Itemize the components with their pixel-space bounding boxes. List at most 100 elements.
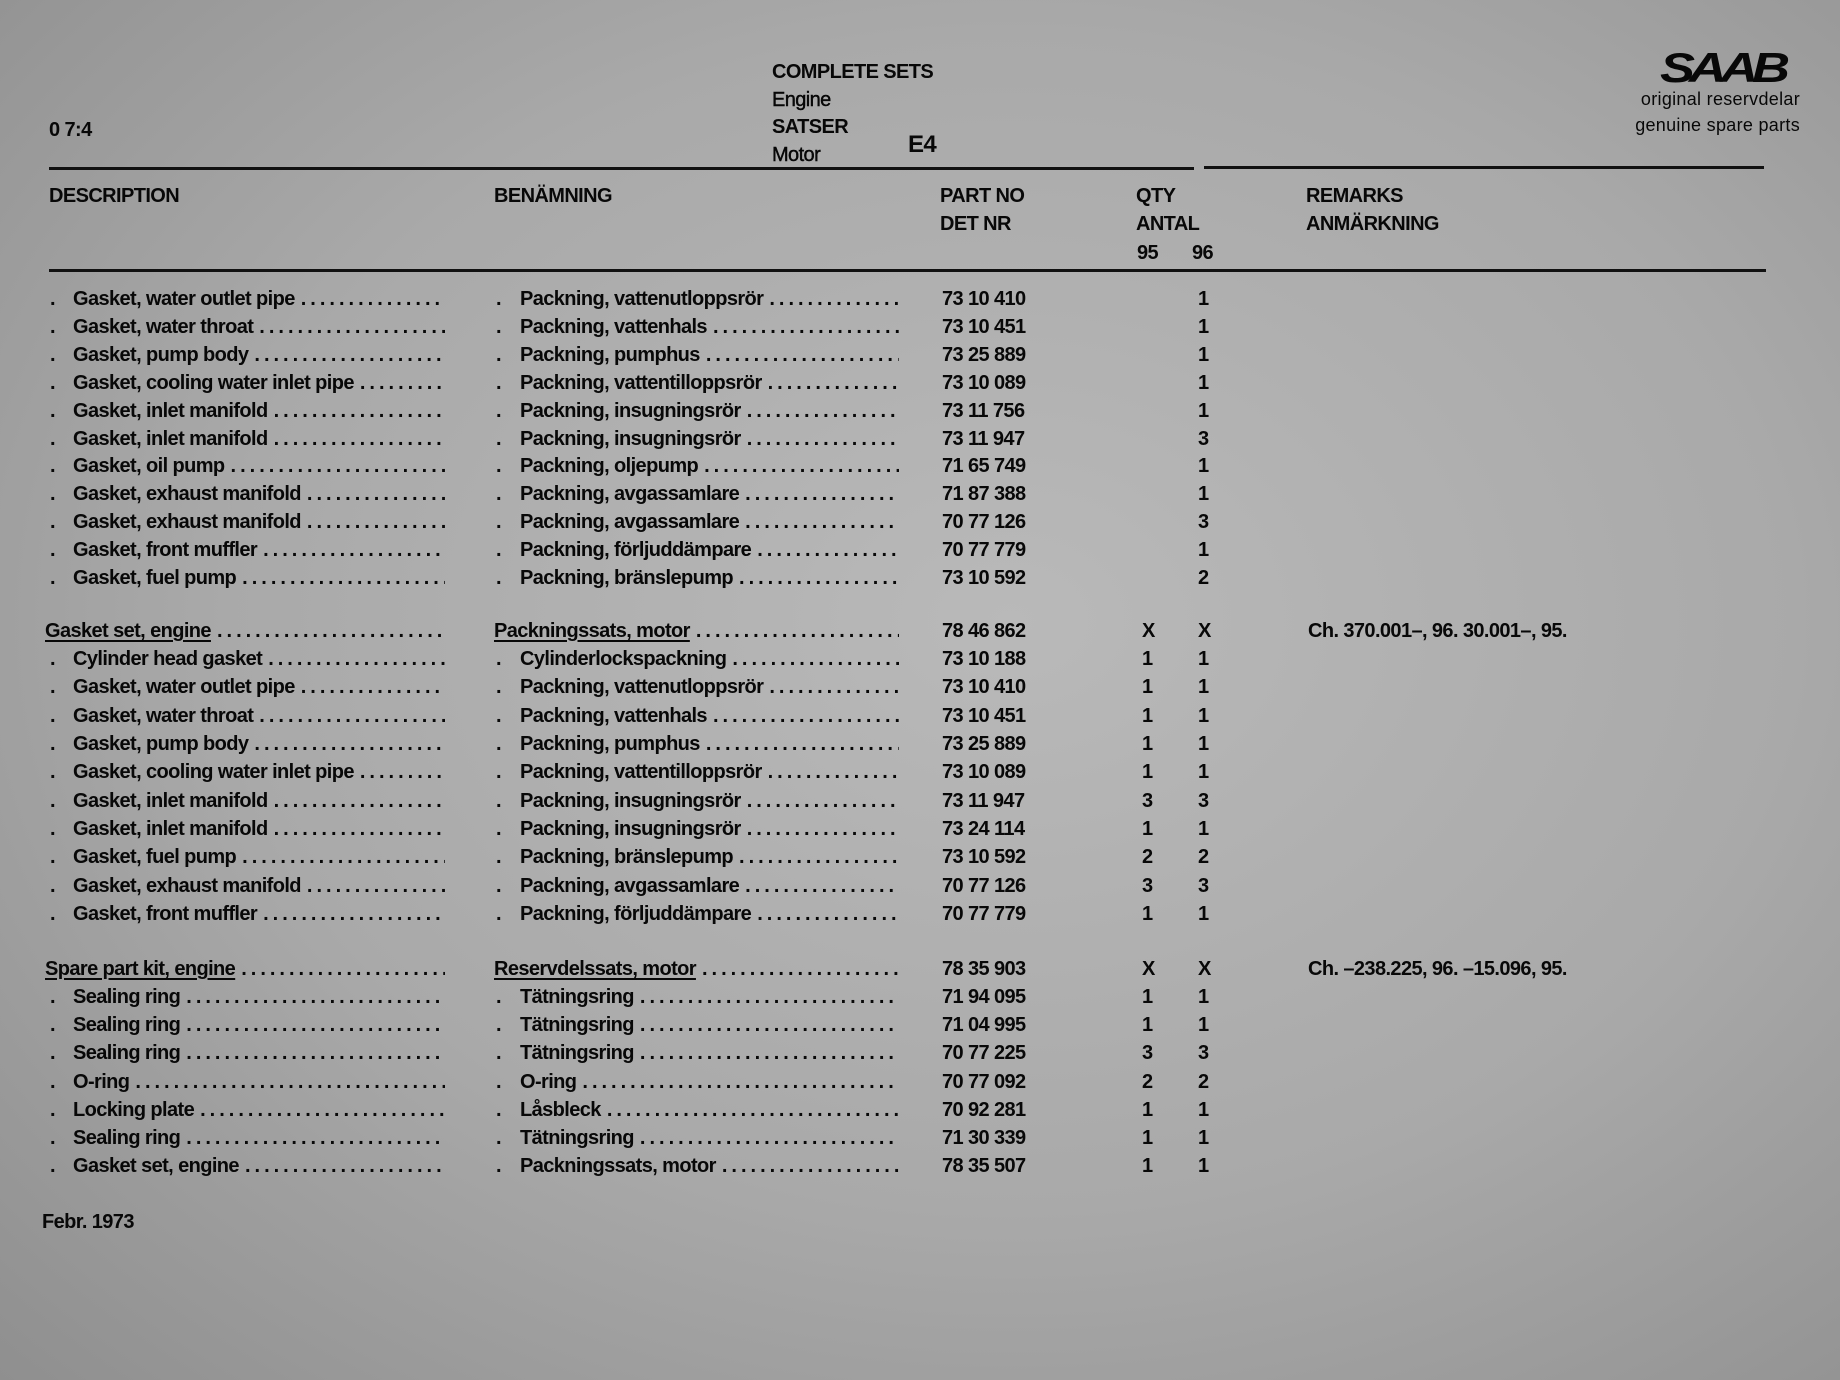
qty-96: 3 — [1198, 428, 1209, 450]
qty-95: 2 — [1142, 846, 1153, 868]
leader-cell: Sealing ring............................… — [73, 1042, 445, 1065]
item-name: Packning, vattenhals — [520, 316, 708, 338]
item-name: Gasket, water throat — [73, 705, 254, 727]
part-number: 70 77 092 — [942, 1071, 1026, 1093]
qty-96: 3 — [1198, 875, 1209, 897]
item-name: O-ring — [73, 1071, 130, 1093]
leader-cell: Gasket, pump body.......................… — [73, 344, 445, 367]
dot-leader: .................................... — [254, 344, 445, 366]
item-name: Packning, vattenutloppsrör — [520, 288, 764, 310]
dot-leader: .................................... — [242, 567, 445, 589]
bullet-icon: . — [50, 567, 56, 589]
dot-leader: .................................... — [746, 428, 899, 450]
bullet-icon: . — [50, 761, 56, 783]
dot-leader: .................................... — [705, 344, 899, 366]
leader-cell: Reservdelssats, motor...................… — [494, 958, 899, 981]
bullet-icon: . — [496, 1042, 502, 1064]
bullet-icon: . — [50, 344, 56, 366]
qty-95: 1 — [1142, 705, 1153, 727]
qty-95: 3 — [1142, 1042, 1153, 1064]
leader-cell: Packning, avgassamlare..................… — [520, 875, 899, 898]
bullet-icon: . — [50, 511, 56, 533]
dot-leader: .................................... — [268, 648, 445, 670]
table-row: . Cylinder head gasket...................… — [0, 648, 1840, 676]
part-number: 71 94 095 — [942, 986, 1026, 1008]
part-number: 73 11 947 — [942, 790, 1025, 812]
leader-cell: Cylinder head gasket....................… — [73, 648, 445, 671]
dot-leader: .................................... — [200, 1099, 445, 1121]
bullet-icon: . — [50, 455, 56, 477]
part-number: 70 77 779 — [942, 903, 1026, 925]
qty-96: 2 — [1198, 1071, 1209, 1093]
part-number: 71 04 995 — [942, 1014, 1026, 1036]
bullet-icon: . — [496, 483, 502, 505]
leader-cell: Låsbleck................................… — [520, 1099, 899, 1122]
dot-leader: .................................... — [745, 483, 899, 505]
part-number: 73 25 889 — [942, 733, 1026, 755]
dot-leader: .................................... — [712, 316, 899, 338]
item-name: Gasket, cooling water inlet pipe — [73, 372, 354, 394]
bullet-icon: . — [496, 567, 502, 589]
leader-cell: Gasket, fuel pump.......................… — [73, 567, 445, 590]
leader-cell: Packning, vattentilloppsrör.............… — [520, 761, 899, 784]
item-name: Gasket set, engine — [73, 1155, 240, 1177]
leader-cell: Gasket set, engine......................… — [45, 620, 445, 643]
leader-cell: Packning, avgassamlare..................… — [520, 511, 899, 534]
qty-96: 1 — [1198, 648, 1209, 670]
item-name: Gasket, fuel pump — [73, 846, 237, 868]
qty-96: 1 — [1198, 483, 1209, 505]
part-number: 73 10 592 — [942, 567, 1026, 589]
col-benamning: BENÄMNING — [494, 185, 613, 207]
item-name: Låsbleck — [520, 1099, 601, 1121]
part-number: 78 46 862 — [942, 620, 1026, 642]
col-qty-96: 96 — [1192, 242, 1214, 264]
table-row: . Gasket, pump body......................… — [0, 733, 1840, 761]
qty-96: 2 — [1198, 846, 1209, 868]
part-number: 78 35 507 — [942, 1155, 1026, 1177]
divider — [49, 269, 1766, 272]
bullet-icon: . — [496, 846, 502, 868]
table-row: . Gasket, cooling water inlet pipe.......… — [0, 372, 1840, 400]
bullet-icon: . — [50, 428, 56, 450]
item-name: Packning, insugningsrör — [520, 400, 741, 422]
dot-leader: .................................... — [705, 733, 899, 755]
leader-cell: Packning, vattenhals....................… — [520, 316, 899, 339]
dot-leader: .................................... — [259, 316, 445, 338]
bullet-icon: . — [496, 705, 502, 727]
item-name: Sealing ring — [73, 986, 181, 1008]
dot-leader: .................................... — [746, 818, 899, 840]
bullet-icon: . — [496, 1071, 502, 1093]
leader-cell: Sealing ring............................… — [73, 1127, 445, 1150]
bullet-icon: . — [50, 1099, 56, 1121]
dot-leader: .................................... — [746, 790, 899, 812]
item-name: Gasket, front muffler — [73, 539, 258, 561]
dot-leader: .................................... — [701, 958, 899, 980]
bullet-icon: . — [496, 511, 502, 533]
group-name: Spare part kit, engine — [45, 958, 236, 980]
group-name: Packningssats, motor — [494, 620, 690, 642]
bullet-icon: . — [496, 400, 502, 422]
page-ref: 0 7:4 — [49, 119, 92, 141]
item-name: Gasket, pump body — [73, 344, 249, 366]
dot-leader: .................................... — [746, 400, 899, 422]
section-code: E4 — [908, 131, 937, 158]
item-name: Packning, pumphus — [520, 733, 700, 755]
part-number: 71 30 339 — [942, 1127, 1026, 1149]
bullet-icon: . — [50, 400, 56, 422]
bullet-icon: . — [50, 986, 56, 1008]
dot-leader: .................................... — [300, 676, 445, 698]
table-row: . Sealing ring...........................… — [0, 1127, 1840, 1155]
leader-cell: Packning, vattenutloppsrör..............… — [520, 676, 899, 699]
leader-cell: Packningssats, motor....................… — [520, 1155, 899, 1178]
leader-cell: Gasket, inlet manifold..................… — [73, 790, 445, 813]
dot-leader: .................................... — [359, 372, 445, 394]
leader-cell: Tätningsring............................… — [520, 986, 899, 1009]
qty-96: 1 — [1198, 1127, 1209, 1149]
part-number: 73 11 947 — [942, 428, 1025, 450]
item-name: Gasket, exhaust manifold — [73, 875, 302, 897]
item-name: Packning, vattentilloppsrör — [520, 372, 762, 394]
group-name: Reservdelssats, motor — [494, 958, 697, 980]
bullet-icon: . — [50, 733, 56, 755]
table-row: . Gasket, pump body......................… — [0, 344, 1840, 372]
leader-cell: Gasket, inlet manifold..................… — [73, 400, 445, 423]
